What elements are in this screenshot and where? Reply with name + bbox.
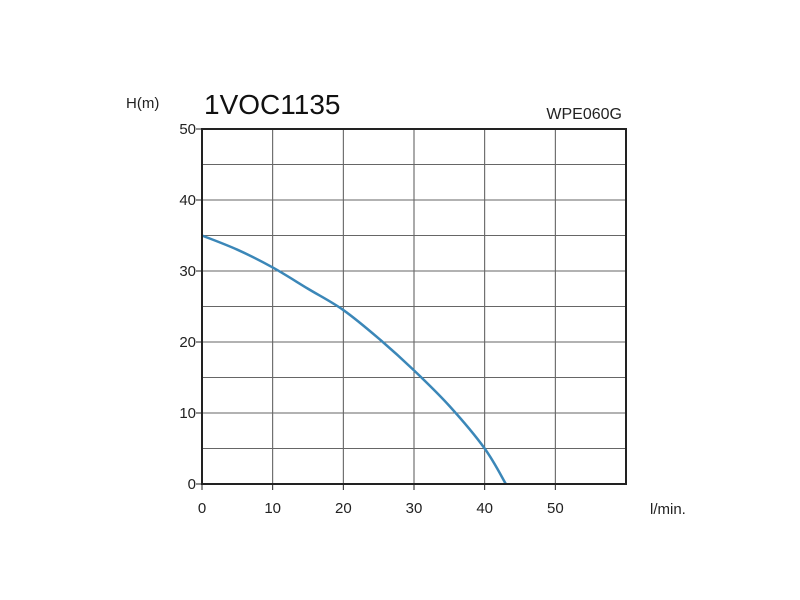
y-tick-label: 40 — [179, 192, 196, 209]
x-tick-label: 10 — [264, 500, 281, 517]
chart-subtitle: WPE060G — [546, 106, 622, 123]
plot-frame — [201, 128, 627, 485]
x-tick-label: 50 — [547, 500, 564, 517]
x-tick-label: 30 — [406, 500, 423, 517]
y-axis-label: H(m) — [126, 95, 159, 112]
y-tick-label: 10 — [179, 405, 196, 422]
x-tick-label: 0 — [198, 500, 206, 517]
x-tick-label: 40 — [476, 500, 493, 517]
y-tick-label: 20 — [179, 334, 196, 351]
series-line — [201, 234, 507, 485]
chart-title: 1VOC1135 — [204, 89, 340, 120]
y-tick-label: 50 — [179, 121, 196, 138]
y-tick-label: 0 — [188, 476, 196, 493]
series — [201, 234, 507, 485]
grid — [202, 129, 626, 484]
x-axis-label: l/min. — [650, 501, 686, 518]
tick-labels: 0 10 20 30 40 50 0 10 20 30 40 50 — [179, 121, 563, 517]
y-tick-label: 30 — [179, 263, 196, 280]
x-tick-label: 20 — [335, 500, 352, 517]
